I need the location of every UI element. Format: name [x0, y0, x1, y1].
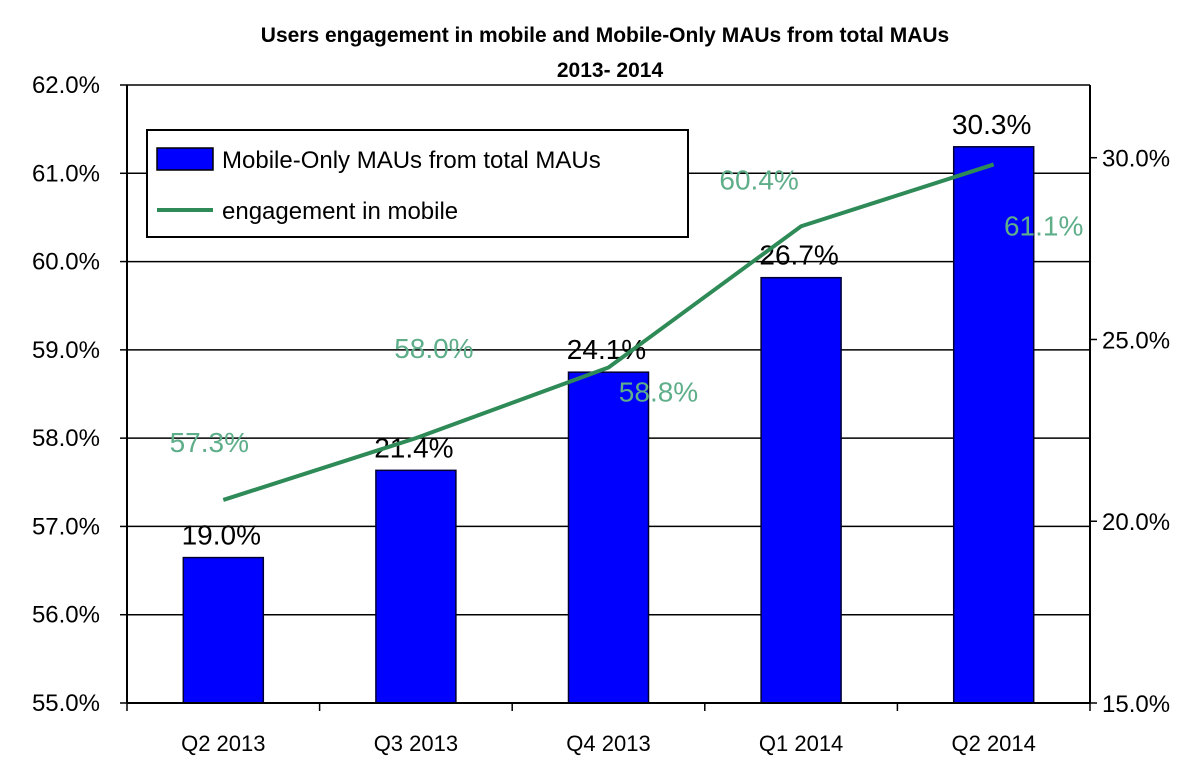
line-data-label: 57.3% — [170, 427, 249, 458]
line-data-label: 60.4% — [719, 164, 798, 195]
x-tick-label: Q1 2014 — [759, 731, 843, 756]
line-data-label: 58.0% — [394, 333, 473, 364]
left-tick-label: 61.0% — [32, 160, 100, 187]
line-data-label: 58.8% — [619, 377, 698, 408]
left-tick-label: 56.0% — [32, 602, 100, 629]
right-tick-label: 15.0% — [1102, 691, 1170, 718]
chart-subtitle: 2013- 2014 — [557, 59, 664, 82]
bar — [375, 469, 457, 704]
x-tick-label: Q3 2013 — [374, 731, 458, 756]
legend-bar-label: Mobile-Only MAUs from total MAUs — [222, 147, 601, 174]
x-tick-label: Q4 2013 — [566, 731, 650, 756]
left-tick-label: 59.0% — [32, 337, 100, 364]
left-tick-label: 62.0% — [32, 72, 100, 99]
line-data-label: 61.1% — [1004, 210, 1083, 241]
bar-data-label: 30.3% — [952, 109, 1031, 140]
left-tick-label: 55.0% — [32, 690, 100, 717]
bar-data-label: 26.7% — [759, 240, 838, 271]
x-tick-label: Q2 2014 — [951, 731, 1035, 756]
legend-line-label: engagement in mobile — [222, 198, 458, 225]
left-tick-label: 60.0% — [32, 249, 100, 276]
chart-title: Users engagement in mobile and Mobile-On… — [261, 24, 949, 47]
bar — [952, 146, 1035, 704]
right-tick-label: 25.0% — [1102, 327, 1170, 354]
legend-bar-swatch — [156, 147, 214, 171]
line-series — [222, 162, 995, 502]
left-tick-label: 58.0% — [32, 425, 100, 452]
bar-data-label: 19.0% — [182, 520, 261, 551]
x-tick-label: Q2 2013 — [181, 731, 265, 756]
right-tick-label: 30.0% — [1102, 146, 1170, 173]
right-tick-label: 20.0% — [1102, 509, 1170, 536]
legend: Mobile-Only MAUs from total MAUs engagem… — [146, 129, 689, 238]
bar — [567, 371, 650, 704]
bar — [760, 276, 842, 704]
bar — [182, 556, 265, 704]
left-tick-label: 57.0% — [32, 513, 100, 540]
